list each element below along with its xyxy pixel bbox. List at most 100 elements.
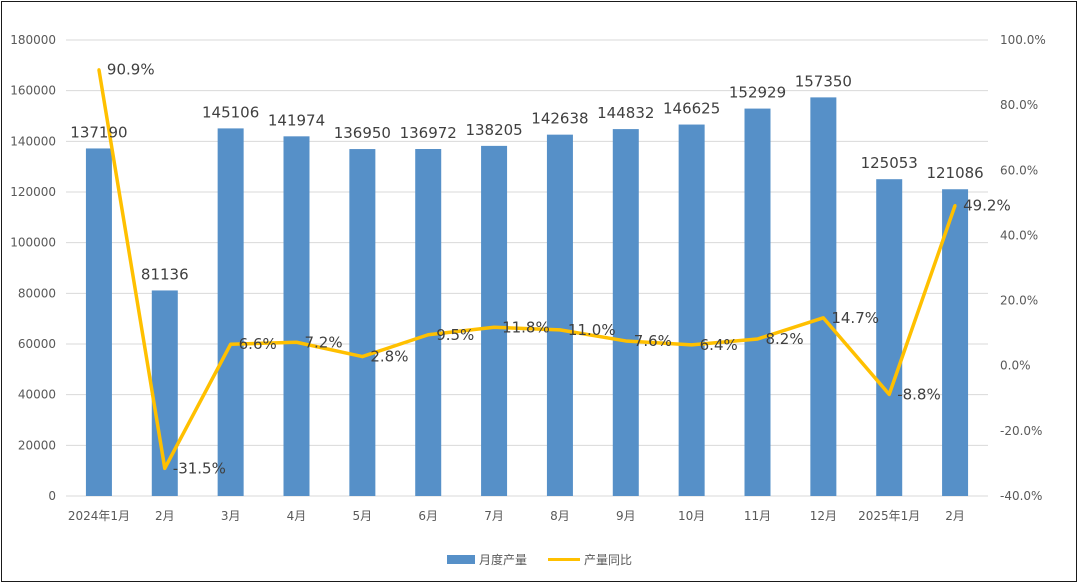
line-value-label: 7.2% (305, 333, 343, 351)
bar-value-label: 136972 (400, 124, 457, 142)
line-value-label: 11.8% (502, 318, 550, 336)
bar-value-label: 121086 (926, 164, 983, 182)
legend-label-line: 产量同比 (584, 553, 632, 567)
legend-label-bar: 月度产量 (479, 552, 527, 567)
line-point (97, 68, 101, 72)
left-tick-label: 40000 (18, 388, 56, 402)
left-tick-label: 140000 (10, 134, 56, 148)
line-value-label: 11.0% (568, 321, 616, 339)
bar-data-labels: 137190 81136 145106 141974 136950 136972 13820… (70, 72, 983, 283)
x-tick-label: 6月 (418, 509, 438, 523)
bar-value-label: 81136 (141, 265, 189, 283)
bar (942, 189, 969, 497)
x-tick-label: 9月 (616, 509, 636, 523)
x-tick-label: 10月 (678, 509, 705, 523)
line-value-label: -8.8% (897, 385, 941, 403)
bar-series (85, 97, 969, 497)
left-axis-ticks: 0 20000 40000 60000 80000 100000 120000 140000 1… (10, 33, 56, 503)
bar-value-label: 142638 (531, 110, 588, 128)
bar-value-label: 146625 (663, 100, 720, 118)
line-value-label: 8.2% (766, 330, 804, 348)
line-value-label: 7.6% (634, 332, 672, 350)
x-tick-label: 2月 (155, 509, 175, 523)
line-point (953, 203, 957, 207)
bar (744, 108, 771, 496)
bar (678, 124, 705, 497)
bar-value-label: 141974 (268, 111, 325, 129)
x-tick-label: 8月 (550, 509, 570, 523)
bar-value-label: 152929 (729, 84, 786, 102)
bar (349, 149, 376, 496)
bar (876, 179, 903, 496)
line-series (97, 68, 957, 471)
line-point (360, 355, 364, 359)
right-axis-ticks: -40.0% -20.0% 0.0% 20.0% 40.0% 60.0% 80.0% 100.… (1000, 33, 1046, 503)
line-value-label: 6.4% (700, 336, 738, 354)
line-point (887, 392, 891, 396)
x-tick-label: 4月 (287, 509, 307, 523)
line-data-labels: 90.9% -31.5% 6.6% 7.2% 2.8% 9.5% 11.8% 11.0% 7.6… (107, 61, 1011, 478)
left-tick-label: 120000 (10, 185, 56, 199)
x-tick-label: 2024年1月 (68, 509, 130, 523)
x-tick-label: 5月 (353, 509, 373, 523)
line-point (624, 339, 628, 343)
legend: 月度产量 产量同比 (447, 552, 632, 567)
line-point (690, 343, 694, 347)
x-tick-label: 7月 (484, 509, 504, 523)
line-value-label: 90.9% (107, 61, 155, 79)
line-point (163, 466, 167, 470)
bar (612, 129, 639, 496)
left-tick-label: 100000 (10, 236, 56, 250)
bar (546, 134, 573, 497)
bar (283, 136, 310, 497)
left-tick-label: 180000 (10, 33, 56, 47)
bar (810, 97, 837, 496)
x-tick-label: 12月 (810, 509, 837, 523)
bar-value-label: 137190 (70, 123, 127, 141)
line-path (97, 69, 957, 471)
bar-value-label: 138205 (465, 121, 522, 139)
line-value-label: 6.6% (239, 335, 277, 353)
bar (217, 128, 244, 496)
right-tick-label: -40.0% (1000, 489, 1042, 503)
bar-value-label: 125053 (861, 154, 918, 172)
legend-swatch-line (548, 558, 580, 561)
bar-value-label: 136950 (334, 124, 391, 142)
right-tick-label: 0.0% (1000, 359, 1031, 373)
bar (415, 149, 442, 496)
line-value-label: 14.7% (831, 309, 879, 327)
left-tick-label: 160000 (10, 84, 56, 98)
line-value-label: 2.8% (370, 348, 408, 366)
bar-value-label: 144832 (597, 104, 654, 122)
x-axis-ticks: 2024年1月 2月 3月 4月 5月 6月 7月 8月 9月 10月 11月 12月 2025年1月 2… (68, 509, 965, 523)
right-tick-label: 100.0% (1000, 33, 1046, 47)
line-point (295, 340, 298, 344)
bar (85, 148, 112, 496)
line-point (229, 342, 233, 346)
x-tick-label: 2月 (945, 509, 965, 523)
bar (481, 145, 508, 496)
right-tick-label: 20.0% (1000, 294, 1038, 308)
right-tick-label: 80.0% (1000, 98, 1038, 112)
bar-value-label: 145106 (202, 103, 259, 121)
x-tick-label: 2025年1月 (858, 509, 920, 523)
right-tick-label: 60.0% (1000, 163, 1038, 177)
left-tick-label: 0 (48, 489, 56, 503)
line-value-label: -31.5% (173, 459, 226, 477)
left-tick-label: 80000 (18, 286, 56, 300)
legend-swatch-bar (447, 555, 475, 564)
line-point (426, 333, 430, 337)
line-value-label: 9.5% (436, 326, 474, 344)
right-tick-label: 40.0% (1000, 228, 1038, 242)
line-value-label: 49.2% (963, 196, 1011, 214)
line-point (558, 328, 562, 332)
line-point (821, 316, 825, 320)
line-point (756, 337, 759, 341)
bar-value-label: 157350 (795, 72, 852, 90)
line-point (492, 325, 496, 329)
x-tick-label: 11月 (744, 509, 771, 523)
x-tick-label: 3月 (221, 509, 241, 523)
left-tick-label: 20000 (18, 438, 56, 452)
left-tick-label: 60000 (18, 337, 56, 351)
